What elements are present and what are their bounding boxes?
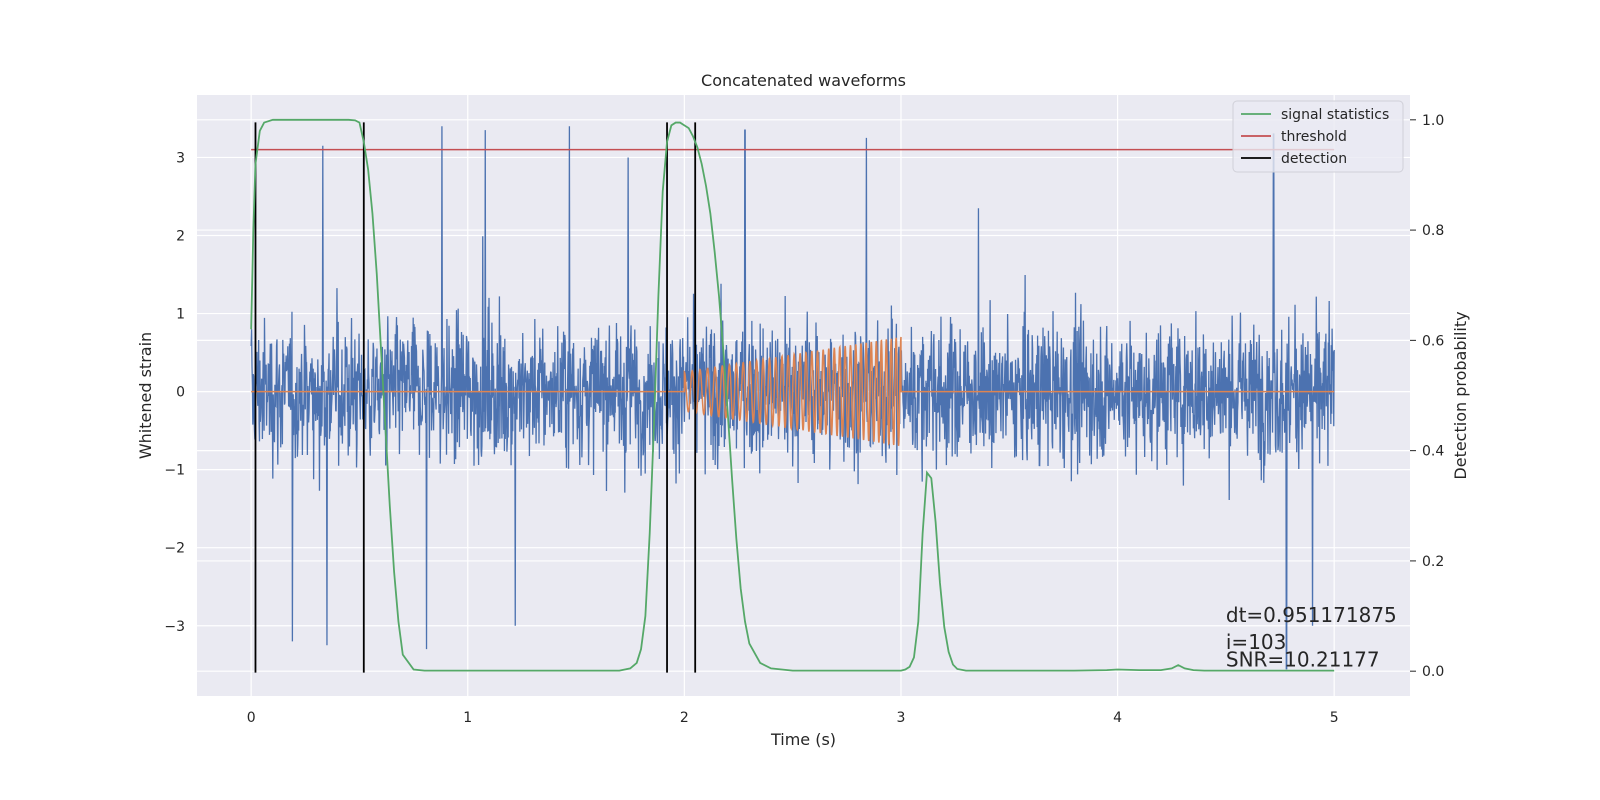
plot-content xyxy=(250,118,1335,673)
y-tick-label: 0 xyxy=(176,385,185,401)
x-tick-label: 5 xyxy=(1330,710,1339,726)
template-series-line xyxy=(251,336,1335,446)
signal-statistics-series-line xyxy=(250,118,1335,672)
y2-tick-label: 0.2 xyxy=(1422,554,1444,570)
y-tick-label: 3 xyxy=(176,150,185,166)
x-tick-label: 4 xyxy=(1113,710,1122,726)
x-axis-ticks: 0 1 2 3 4 5 xyxy=(247,710,1339,726)
y-tick-label: 2 xyxy=(176,228,185,244)
y2-tick-label: 0.4 xyxy=(1422,444,1444,460)
x-tick-label: 0 xyxy=(247,710,256,726)
y-tick-label: −2 xyxy=(164,541,185,557)
y2-tick-label: 0.8 xyxy=(1422,223,1444,239)
y2-tick-label: 0.0 xyxy=(1422,664,1444,680)
chart-title: Concatenated waveforms xyxy=(701,71,906,90)
y2-tick-label: 0.6 xyxy=(1422,333,1444,349)
y2-axis-label: Detection probability xyxy=(1451,311,1470,479)
y-tick-label: −3 xyxy=(164,619,185,635)
y-tick-label: 1 xyxy=(176,307,185,323)
y-axis-label: Whitened strain xyxy=(136,332,155,459)
legend: signal statistics threshold detection xyxy=(1232,100,1404,173)
annotation-text: dt=0.951171875 xyxy=(1226,603,1397,627)
x-tick-label: 2 xyxy=(680,710,689,726)
detection-lines xyxy=(254,122,697,673)
legend-label: threshold xyxy=(1281,129,1347,145)
annotation-text: i=103 xyxy=(1226,630,1287,654)
y2-tick-label: 1.0 xyxy=(1422,113,1444,129)
x-tick-label: 3 xyxy=(897,710,906,726)
strain-series-line xyxy=(250,126,1335,670)
x-tick-label: 1 xyxy=(463,710,472,726)
y-tick-label: −1 xyxy=(164,463,185,479)
legend-label: signal statistics xyxy=(1281,107,1389,123)
legend-box xyxy=(1232,100,1404,173)
x-axis-label: Time (s) xyxy=(770,730,836,749)
annotation-text: SNR=10.21177 xyxy=(1226,647,1380,671)
legend-label: detection xyxy=(1281,151,1347,167)
y-axis-ticks: −3 −2 −1 0 1 2 3 xyxy=(164,150,185,634)
y2-axis-ticks: 0.0 0.2 0.4 0.6 0.8 1.0 xyxy=(1410,113,1444,680)
